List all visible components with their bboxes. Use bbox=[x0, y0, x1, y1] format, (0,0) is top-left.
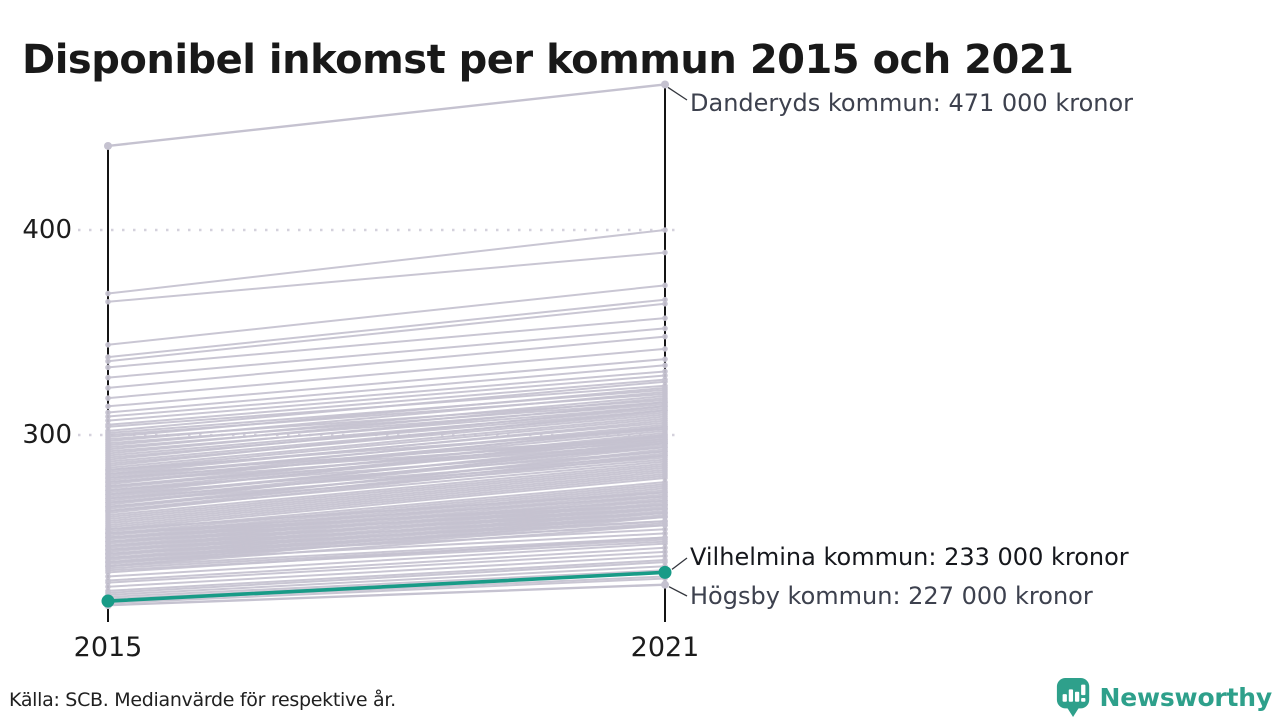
newsworthy-speech-bubble-bar-chart-icon bbox=[1056, 678, 1089, 717]
x-axis-label-2015: 2015 bbox=[73, 632, 143, 663]
x-axis-label-2021: 2021 bbox=[630, 632, 700, 663]
newsworthy-logo[interactable]: Newsworthy bbox=[1055, 676, 1273, 718]
chart-title: Disponibel inkomst per kommun 2015 och 2… bbox=[22, 36, 1074, 83]
annotation-vilhelmina: Vilhelmina kommun: 233 000 kronor bbox=[690, 543, 1129, 571]
newsworthy-logo-text: Newsworthy bbox=[1099, 682, 1273, 712]
source-note: Källa: SCB. Medianvärde för respektive å… bbox=[9, 689, 396, 711]
annotation-hogsby: Högsby kommun: 227 000 kronor bbox=[690, 582, 1093, 610]
y-axis-tick-400: 400 bbox=[22, 215, 72, 245]
annotation-danderyd: Danderyds kommun: 471 000 kronor bbox=[690, 89, 1134, 117]
y-axis-tick-300: 300 bbox=[22, 420, 72, 450]
